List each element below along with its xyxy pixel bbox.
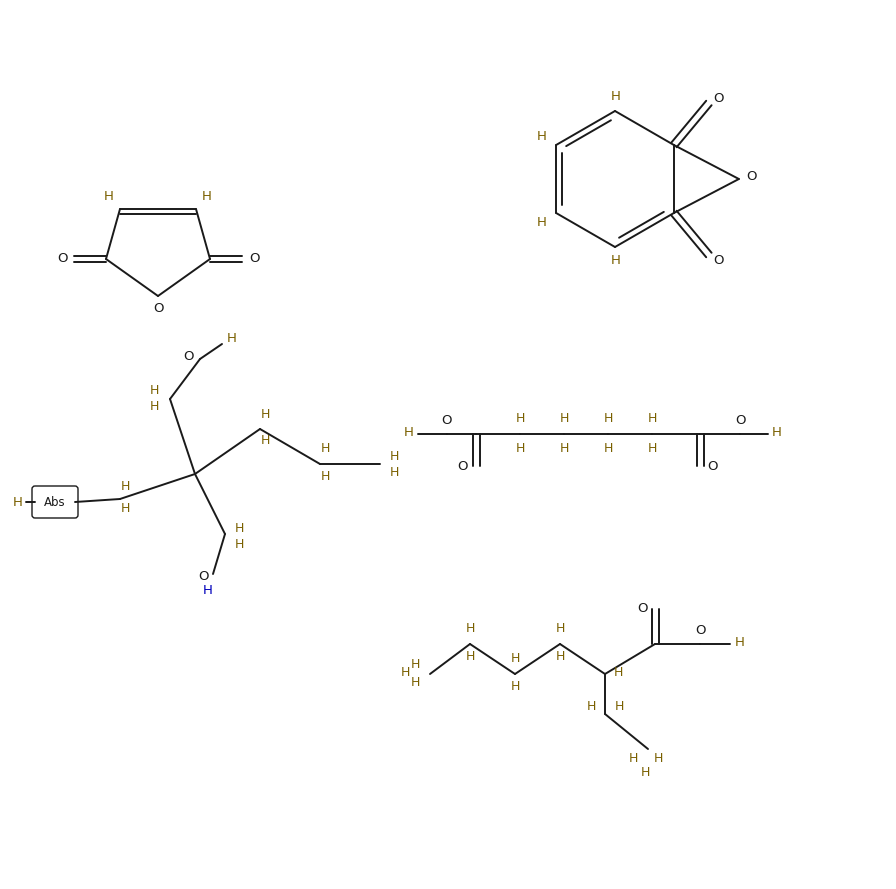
Text: H: H [104,189,114,203]
Text: H: H [390,450,399,462]
Text: O: O [713,92,724,105]
Text: H: H [559,443,569,455]
FancyBboxPatch shape [32,486,78,518]
Text: H: H [511,680,520,693]
Text: H: H [735,637,745,650]
Text: H: H [261,407,270,420]
Text: H: H [556,651,564,663]
Text: H: H [647,443,657,455]
Text: H: H [401,667,409,679]
Text: H: H [772,427,782,439]
Text: O: O [249,252,259,265]
Text: H: H [556,622,564,636]
Text: H: H [13,495,23,509]
Text: H: H [628,752,638,765]
Text: H: H [120,502,130,516]
Text: H: H [559,412,569,426]
Text: H: H [641,766,650,780]
Text: H: H [511,653,520,666]
Text: H: H [410,676,419,688]
Text: H: H [261,435,270,447]
Text: H: H [227,332,237,346]
Text: O: O [696,624,706,637]
Text: H: H [515,443,525,455]
Text: O: O [56,252,67,265]
Text: H: H [614,666,623,678]
Text: H: H [235,538,244,550]
Text: H: H [390,466,399,478]
Text: H: H [320,469,330,483]
Text: H: H [150,401,159,413]
Text: H: H [586,700,596,712]
Text: H: H [653,752,663,765]
Text: H: H [404,427,414,439]
Text: H: H [465,651,475,663]
Text: O: O [458,460,469,472]
Text: H: H [538,215,547,228]
Text: O: O [442,414,452,428]
Text: H: H [235,523,244,535]
Text: H: H [603,412,613,426]
Text: H: H [611,254,621,268]
Text: H: H [150,385,159,397]
Text: H: H [603,443,613,455]
Text: O: O [708,460,719,472]
Text: H: H [611,91,621,103]
Text: H: H [515,412,525,426]
Text: H: H [120,479,130,493]
Text: H: H [615,700,624,712]
Text: O: O [637,602,647,614]
Text: H: H [202,189,212,203]
Text: H: H [465,622,475,636]
Text: H: H [538,130,547,142]
Text: O: O [152,302,163,316]
Text: O: O [735,414,745,428]
Text: H: H [203,584,213,597]
Text: H: H [410,658,419,670]
Text: O: O [183,349,194,363]
Text: O: O [713,253,724,267]
Text: H: H [320,443,330,455]
Text: Abs: Abs [44,495,65,509]
Text: H: H [647,412,657,426]
Text: O: O [746,171,757,183]
Text: O: O [198,570,208,582]
